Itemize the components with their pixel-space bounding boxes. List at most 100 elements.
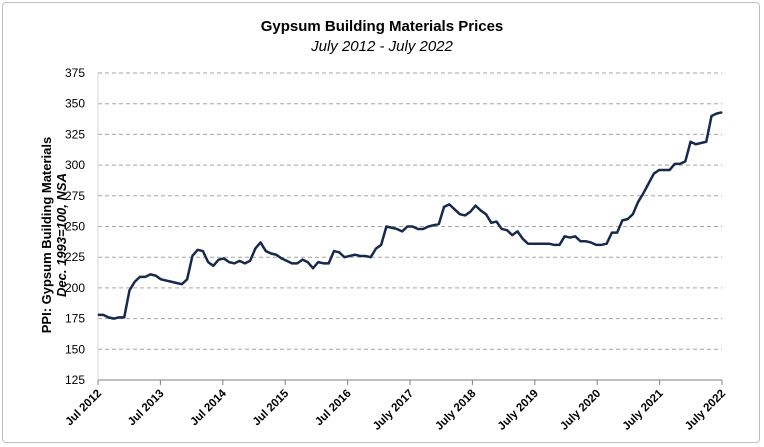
data-point: [585, 240, 587, 242]
data-point: [134, 281, 136, 283]
x-tick-label: Jul 2015: [251, 387, 292, 428]
data-point: [647, 182, 650, 185]
data-point: [307, 261, 309, 263]
data-point: [170, 281, 173, 283]
data-point: [695, 143, 697, 145]
data-point: [716, 112, 718, 115]
data-point: [270, 252, 272, 255]
data-point: [349, 255, 351, 257]
data-point: [689, 141, 692, 143]
y-tick-label: 150: [65, 342, 85, 356]
data-point: [684, 160, 686, 163]
data-point: [354, 254, 356, 256]
data-point: [233, 262, 235, 264]
y-axis-ticks: 125 150 175 200 225 250 275 300 325 350 375: [65, 66, 85, 387]
data-point: [207, 261, 209, 263]
data-point: [322, 262, 325, 264]
gridlines: [98, 72, 722, 350]
data-point: [721, 111, 723, 113]
data-point: [558, 244, 561, 246]
x-tick-label: Jul 2012: [64, 388, 105, 429]
data-point: [548, 243, 550, 245]
data-point: [406, 225, 408, 228]
data-point: [275, 254, 277, 256]
data-point: [674, 163, 676, 165]
data-point: [165, 279, 167, 282]
data-point: [606, 243, 608, 245]
data-point: [490, 222, 492, 224]
data-point: [564, 235, 566, 237]
chart-subtitle: July 2012 - July 2022: [311, 38, 453, 55]
data-point: [364, 255, 367, 257]
data-point: [380, 244, 382, 246]
data-point: [259, 241, 262, 244]
data-point: [317, 261, 319, 263]
data-point: [265, 250, 267, 252]
data-point: [312, 267, 314, 269]
data-point: [448, 203, 450, 205]
data-point: [700, 142, 702, 144]
data-point: [574, 235, 576, 237]
data-point: [118, 316, 120, 318]
data-point: [333, 250, 335, 252]
y-tick-label: 275: [65, 189, 85, 203]
data-point: [249, 260, 251, 262]
data-point: [663, 169, 665, 171]
x-tick-label: Jul 2014: [188, 387, 229, 428]
data-point: [616, 232, 618, 234]
data-point: [611, 232, 613, 234]
data-point: [223, 257, 225, 260]
y-tick-label: 225: [65, 250, 85, 264]
data-point: [218, 259, 220, 261]
y-tick-label: 250: [65, 220, 85, 234]
x-tick-label: July 2020: [558, 388, 603, 433]
data-point: [181, 283, 183, 285]
data-point: [370, 256, 372, 258]
data-point: [139, 276, 141, 278]
data-point: [328, 262, 330, 264]
data-point: [359, 255, 361, 257]
data-point: [254, 248, 256, 250]
data-point: [532, 243, 534, 245]
data-point: [286, 260, 288, 262]
data-point: [244, 262, 246, 264]
data-point: [480, 209, 482, 212]
data-point: [543, 243, 545, 245]
x-tick-label: Jul 2013: [126, 388, 167, 429]
data-point: [668, 169, 671, 171]
data-point: [590, 241, 592, 244]
data-point: [474, 205, 477, 207]
data-point: [522, 238, 524, 240]
x-tick-label: July 2017: [371, 388, 416, 433]
data-point: [658, 169, 660, 171]
x-tick-label: Jul 2016: [313, 388, 354, 429]
data-point: [123, 316, 125, 318]
data-point: [343, 256, 346, 258]
data-point: [422, 228, 424, 230]
x-tick-label: July 2018: [433, 387, 479, 433]
data-point: [642, 192, 644, 194]
series-group: [97, 111, 723, 320]
data-point: [433, 224, 435, 226]
data-point: [464, 214, 466, 217]
y-tick-label: 375: [65, 66, 85, 80]
y-tick-label: 325: [65, 127, 85, 141]
data-point: [301, 259, 304, 261]
data-point: [202, 250, 204, 252]
chart-title: Gypsum Building Materials Prices: [260, 18, 504, 35]
data-point: [107, 316, 110, 318]
x-tick-label: July 2019: [496, 388, 541, 433]
data-point: [710, 115, 713, 117]
data-point: [144, 276, 146, 278]
data-point: [443, 206, 445, 208]
data-point: [375, 248, 377, 250]
data-point: [637, 201, 639, 203]
data-point: [238, 260, 241, 262]
data-point: [579, 240, 582, 242]
data-point: [459, 213, 461, 215]
data-point: [186, 278, 188, 280]
data-point: [391, 227, 393, 229]
data-point: [469, 211, 471, 213]
data-point: [600, 244, 602, 246]
